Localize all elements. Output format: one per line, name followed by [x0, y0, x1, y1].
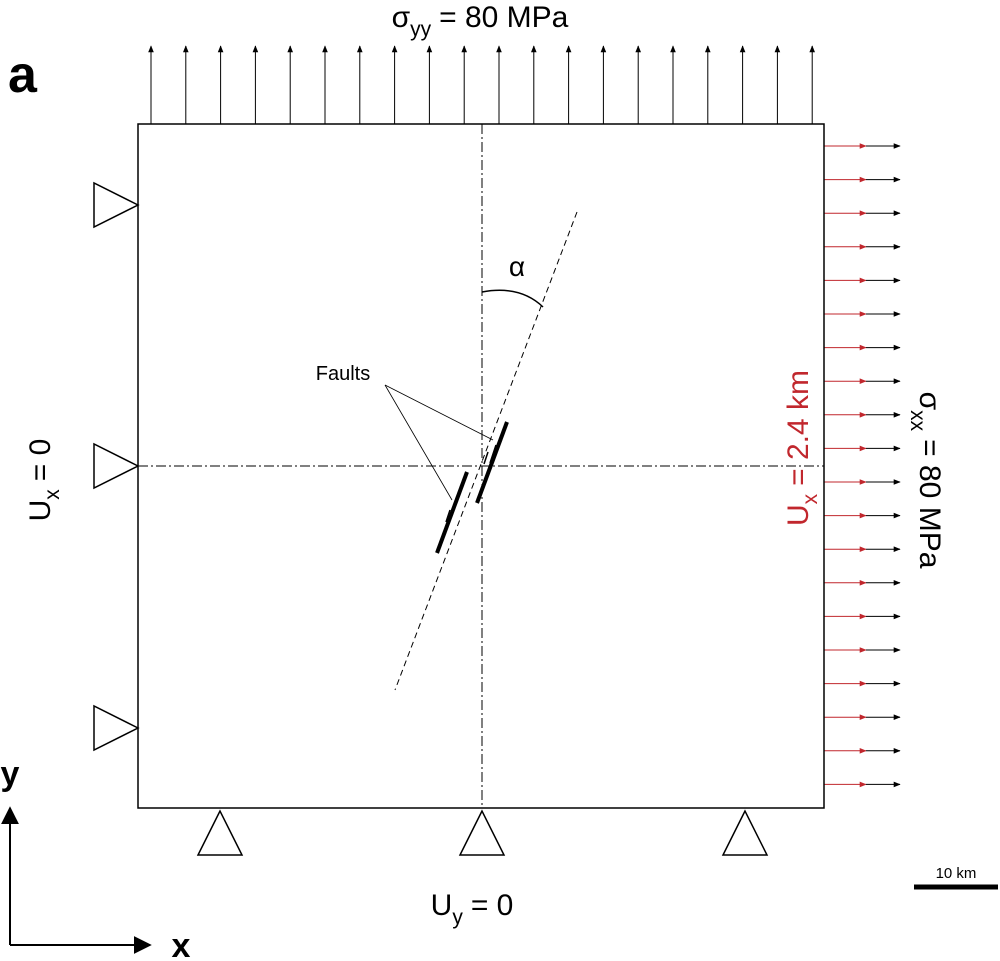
- fault: [435, 471, 469, 554]
- angle-arc: [481, 289, 544, 308]
- value: = 0: [24, 439, 57, 482]
- value: = 80 MPa: [439, 1, 569, 34]
- roller-support: [196, 809, 244, 856]
- roller-support: [93, 181, 140, 229]
- angle-label: α: [509, 251, 525, 282]
- x-axis-label: x: [172, 927, 191, 961]
- panel-label: a: [8, 46, 38, 104]
- value: = 0: [471, 889, 514, 922]
- model-shapes: [93, 45, 901, 856]
- subscript: x: [799, 493, 822, 504]
- faults-label: Faults: [316, 363, 370, 385]
- top-load-label: σyy = 80 MPa: [392, 1, 569, 41]
- right-load-label: σxx = 80 MPa: [906, 392, 946, 569]
- slip-arrows: [445, 444, 497, 523]
- symbol: σ: [392, 1, 411, 34]
- right-displacement-label: Ux = 2.4 km: [782, 370, 822, 526]
- roller-support: [721, 809, 769, 856]
- roller-support: [93, 704, 140, 752]
- subscript: yy: [410, 18, 432, 41]
- fault: [475, 421, 509, 504]
- scale-label: 10 km: [936, 865, 977, 882]
- value: = 2.4 km: [782, 370, 815, 486]
- y-axis-label: y: [1, 755, 20, 793]
- left-bc-label: Ux = 0: [24, 439, 64, 522]
- roller-support: [93, 442, 140, 490]
- bottom-bc-label: Uy = 0: [431, 889, 514, 929]
- subscript: xx: [906, 410, 929, 432]
- subscript: y: [452, 906, 463, 929]
- symbol: σ: [913, 392, 946, 411]
- subscript: x: [41, 489, 64, 500]
- symbol: U: [24, 500, 57, 522]
- value: = 80 MPa: [913, 439, 946, 569]
- leader-line: [384, 384, 494, 441]
- leader-line: [384, 384, 453, 501]
- symbol: U: [782, 504, 815, 526]
- fault-trace: [394, 211, 578, 691]
- roller-support: [458, 809, 506, 856]
- symbol: U: [431, 889, 453, 922]
